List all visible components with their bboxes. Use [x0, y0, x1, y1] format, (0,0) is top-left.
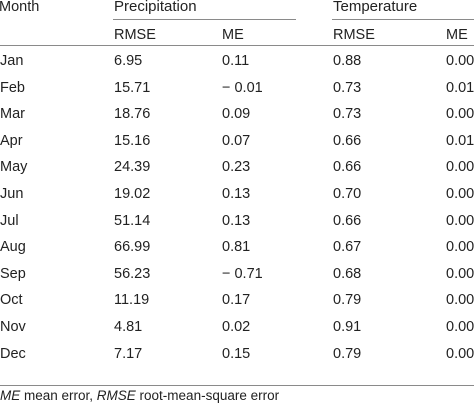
temperature-rmse-header: RMSE — [333, 27, 375, 43]
temperature-me-cell: 0.00 — [446, 106, 474, 122]
precipitation-rmse-cell: 4.81 — [114, 319, 143, 335]
temperature-me-cell: 0.00 — [446, 346, 474, 362]
temperature-me-cell: 0.00 — [446, 53, 474, 69]
month-cell: Feb — [0, 80, 25, 96]
temperature-rmse-cell: 0.88 — [333, 53, 362, 69]
precipitation-rmse-cell: 56.23 — [114, 266, 151, 282]
temperature-rmse-cell: 0.66 — [333, 159, 362, 175]
precipitation-rmse-cell: 18.76 — [114, 106, 151, 122]
precipitation-rmse-cell: 15.71 — [114, 80, 151, 96]
precipitation-me-cell: 0.17 — [222, 292, 251, 308]
precipitation-me-cell: 0.81 — [222, 239, 251, 255]
precipitation-rmse-cell: 7.17 — [114, 346, 143, 362]
temperature-rmse-cell: 0.66 — [333, 213, 362, 229]
month-cell: Jun — [0, 186, 24, 202]
temperature-rmse-cell: 0.66 — [333, 133, 362, 149]
temperature-rmse-cell: 0.73 — [333, 106, 362, 122]
precipitation-me-cell: 0.09 — [222, 106, 251, 122]
month-cell: May — [0, 159, 28, 175]
month-cell: Dec — [0, 346, 26, 362]
precipitation-rmse-cell: 19.02 — [114, 186, 151, 202]
month-cell: Nov — [0, 319, 26, 335]
precipitation-rmse-header: RMSE — [114, 27, 156, 43]
month-cell: Jul — [0, 213, 19, 229]
precipitation-me-header: ME — [222, 27, 244, 43]
precipitation-group-rule — [113, 19, 296, 20]
precipitation-rmse-cell: 24.39 — [114, 159, 151, 175]
month-cell: Sep — [0, 266, 26, 282]
temperature-rmse-cell: 0.91 — [333, 319, 362, 335]
footnote-me-abbr: ME — [0, 388, 21, 403]
precipitation-me-cell: 0.07 — [222, 133, 251, 149]
month-cell: Oct — [0, 292, 23, 308]
temperature-rmse-cell: 0.67 — [333, 239, 362, 255]
precipitation-rmse-cell: 11.19 — [114, 292, 150, 308]
temperature-group-header: Temperature — [333, 0, 418, 15]
month-cell: Aug — [0, 239, 26, 255]
temperature-me-cell: 0.00 — [446, 186, 474, 202]
header-bottom-rule — [0, 45, 474, 46]
precipitation-me-cell: 0.13 — [222, 186, 251, 202]
precipitation-me-cell: − 0.71 — [222, 266, 263, 282]
table-bottom-rule — [0, 385, 474, 386]
temperature-me-cell: 0.00 — [446, 292, 474, 308]
month-column-header: Month — [0, 0, 40, 15]
temperature-rmse-cell: 0.73 — [333, 80, 362, 96]
precipitation-rmse-cell: 66.99 — [114, 239, 151, 255]
temperature-me-cell: 0.00 — [446, 319, 474, 335]
precipitation-rmse-cell: 51.14 — [114, 213, 151, 229]
precipitation-rmse-cell: 6.95 — [114, 53, 143, 69]
precipitation-me-cell: 0.11 — [222, 53, 250, 69]
footnote-me-text: mean error, — [20, 388, 97, 403]
temperature-rmse-cell: 0.68 — [333, 266, 362, 282]
footnote-rmse-text: root-mean-square error — [135, 388, 280, 403]
temperature-me-cell: 0.00 — [446, 266, 474, 282]
temperature-me-header: ME — [446, 27, 468, 43]
precipitation-me-cell: 0.23 — [222, 159, 251, 175]
temperature-rmse-cell: 0.70 — [333, 186, 362, 202]
precipitation-me-cell: 0.15 — [222, 346, 251, 362]
month-cell: Apr — [0, 133, 23, 149]
precipitation-me-cell: − 0.01 — [222, 80, 263, 96]
temperature-me-cell: 0.00 — [446, 239, 474, 255]
temperature-rmse-cell: 0.79 — [333, 346, 362, 362]
temperature-me-cell: 0.00 — [446, 213, 474, 229]
temperature-me-cell: 0.00 — [446, 159, 474, 175]
temperature-rmse-cell: 0.79 — [333, 292, 362, 308]
precipitation-me-cell: 0.02 — [222, 319, 251, 335]
temperature-me-cell: 0.01 — [446, 133, 474, 149]
footnote-rmse-abbr: RMSE — [96, 388, 136, 403]
temperature-me-cell: 0.01 — [446, 80, 474, 96]
precipitation-rmse-cell: 15.16 — [114, 133, 151, 149]
month-cell: Mar — [0, 106, 25, 122]
month-cell: Jan — [0, 53, 24, 69]
precipitation-group-header: Precipitation — [114, 0, 197, 15]
temperature-group-rule — [332, 19, 474, 20]
footnote: ME mean error, RMSE root-mean-square err… — [0, 388, 279, 404]
precipitation-me-cell: 0.13 — [222, 213, 251, 229]
